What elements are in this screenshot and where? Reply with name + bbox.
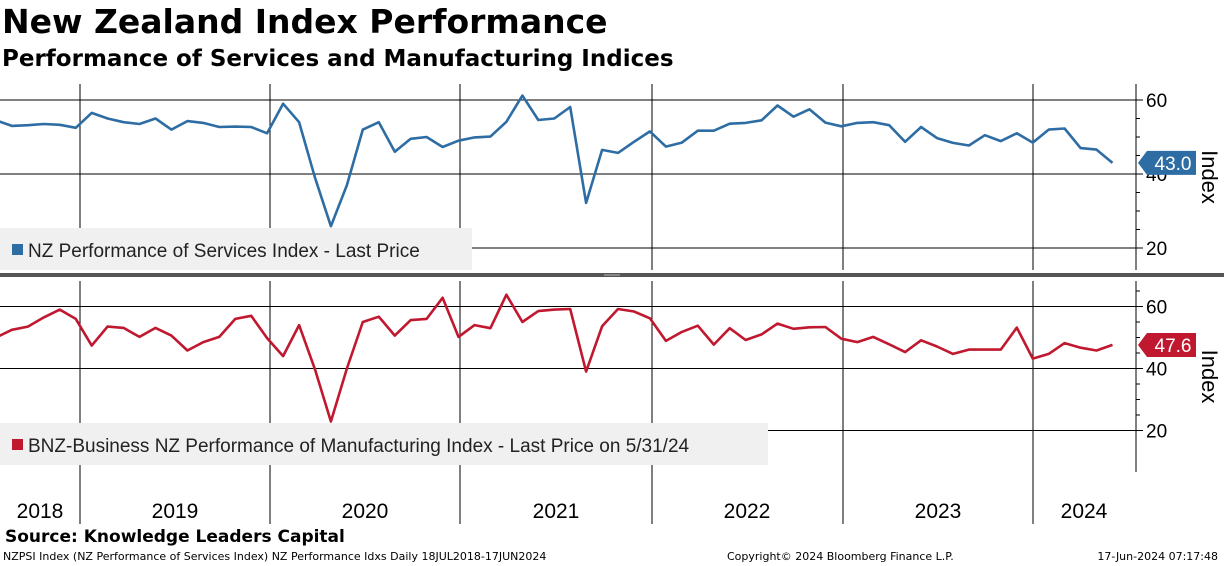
last-value-label: 47.6 bbox=[1155, 336, 1192, 357]
page-title: New Zealand Index Performance bbox=[2, 2, 608, 41]
grid-layer bbox=[0, 84, 1224, 472]
manufacturing-series-line bbox=[0, 293, 1113, 423]
x-year-label: 2022 bbox=[724, 500, 771, 523]
legend-swatch bbox=[12, 244, 23, 255]
legend-box bbox=[0, 228, 472, 270]
x-year-label: 2021 bbox=[533, 500, 580, 523]
last-value-tag bbox=[1138, 150, 1196, 175]
legend-swatch bbox=[12, 439, 23, 450]
x-year-label: 2018 bbox=[17, 500, 64, 523]
last-value-tag bbox=[1138, 332, 1196, 357]
y-tick-label: 60 bbox=[1146, 298, 1167, 319]
footer-timestamp: 17-Jun-2024 07:17:48 bbox=[1097, 550, 1218, 563]
x-year-label: 2019 bbox=[152, 500, 199, 523]
y-axis-title: Index bbox=[1197, 150, 1222, 204]
y-tick-label: 60 bbox=[1146, 91, 1167, 112]
y-axis-title: Index bbox=[1197, 350, 1222, 404]
y-tick-label: 20 bbox=[1146, 422, 1167, 443]
x-year-label: 2020 bbox=[342, 500, 389, 523]
page-subtitle: Performance of Services and Manufacturin… bbox=[2, 46, 674, 72]
legend-label: BNZ-Business NZ Performance of Manufactu… bbox=[28, 436, 690, 457]
y-tick-label: 20 bbox=[1146, 239, 1167, 260]
services-series-line bbox=[0, 94, 1114, 228]
legend-label: NZ Performance of Services Index - Last … bbox=[28, 241, 420, 262]
y-tick-label: 40 bbox=[1146, 360, 1167, 381]
x-year-label: 2024 bbox=[1061, 500, 1108, 523]
x-year-label: 2023 bbox=[915, 500, 962, 523]
legend-layer: NZ Performance of Services Index - Last … bbox=[0, 228, 768, 465]
footer-copyright: Copyright© 2024 Bloomberg Finance L.P. bbox=[727, 550, 954, 563]
x-axis: 2018 2019 2020 2021 2022 2023 2024 bbox=[17, 472, 1108, 524]
source-note: Source: Knowledge Leaders Capital bbox=[5, 527, 345, 547]
series-layer bbox=[0, 94, 1114, 423]
legend-box bbox=[0, 423, 768, 465]
footer-ticker-info: NZPSI Index (NZ Performance of Services … bbox=[3, 550, 547, 563]
last-value-label: 43.0 bbox=[1155, 154, 1192, 175]
